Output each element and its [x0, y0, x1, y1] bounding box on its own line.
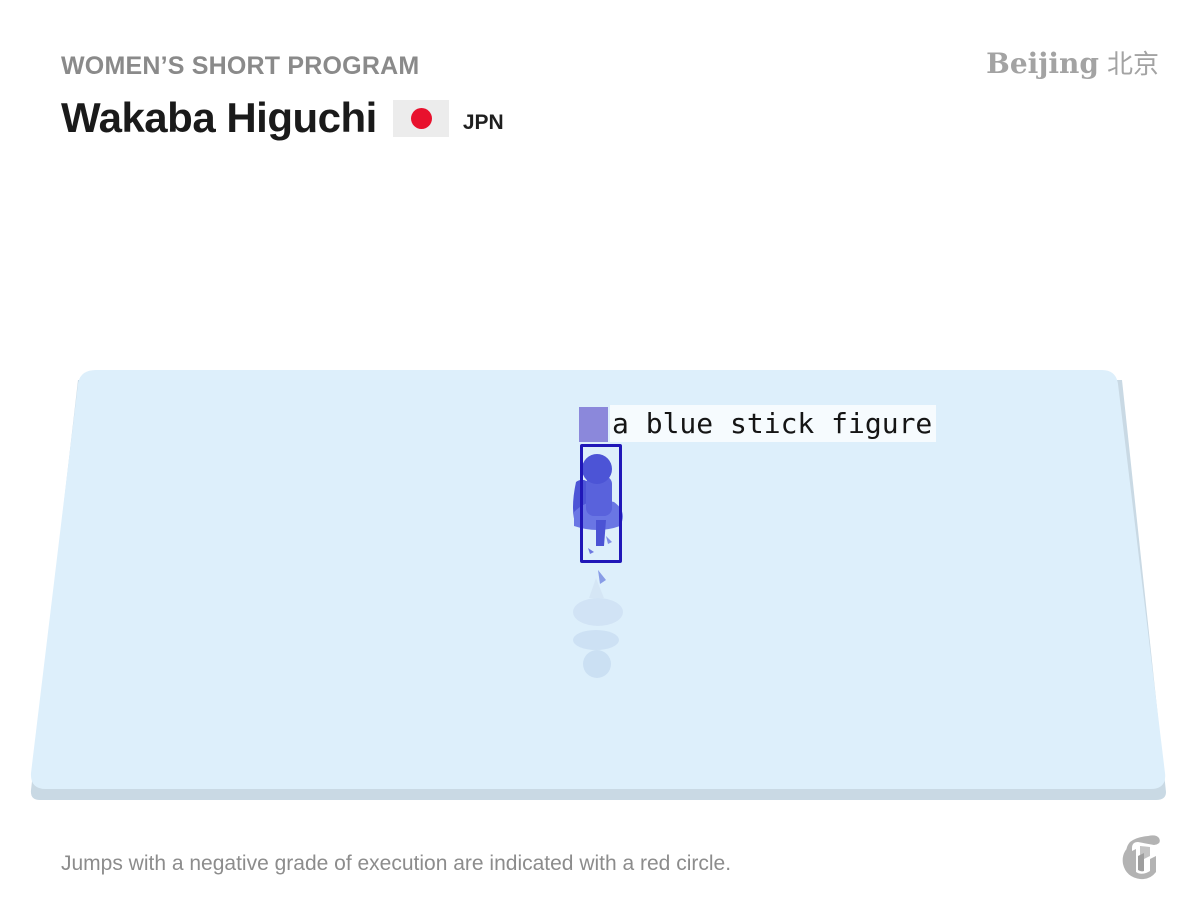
- callout-label: a blue stick figure: [610, 405, 937, 442]
- athlete-name: Wakaba Higuchi: [61, 94, 377, 141]
- athlete-header: Wakaba Higuchi JPN: [61, 94, 504, 142]
- brand-chinese: 北京: [1106, 50, 1159, 80]
- nyt-logo-icon: [1122, 835, 1160, 880]
- callout-color-swatch: [579, 407, 608, 442]
- footnote: Jumps with a negative grade of execution…: [61, 852, 732, 875]
- event-label: WOMEN’S SHORT PROGRAM: [61, 52, 420, 80]
- skater-figure: [573, 454, 623, 554]
- country-code: JPN: [462, 111, 504, 134]
- brand-english: Beijing: [986, 47, 1099, 80]
- skater-highlight-box: [580, 444, 622, 563]
- flag-disc: [410, 107, 432, 129]
- skater-trail: [573, 570, 623, 678]
- brand: Beijing 北京: [986, 44, 1159, 81]
- japan-flag-icon: [392, 99, 449, 137]
- rink-surface: [30, 370, 1166, 789]
